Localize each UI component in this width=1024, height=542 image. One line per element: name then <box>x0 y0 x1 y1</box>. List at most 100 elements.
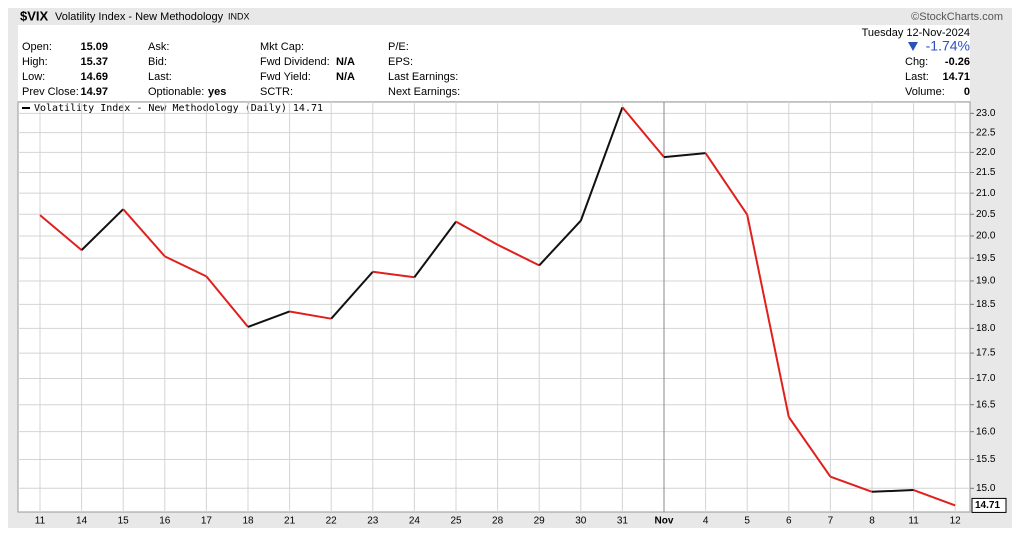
y-tick-label: 15.0 <box>976 483 996 494</box>
x-tick-label: 31 <box>617 516 629 527</box>
last-value-label: 14.71 <box>975 500 1000 511</box>
info-label: Open: <box>22 41 52 53</box>
x-tick-label: 18 <box>242 516 254 527</box>
y-tick-label: 17.5 <box>976 348 996 359</box>
info-label: P/E: <box>388 41 409 53</box>
y-tick-label: 21.0 <box>976 188 996 199</box>
line-segment <box>746 214 790 418</box>
x-tick-label: 29 <box>534 516 546 527</box>
x-tick-label: 12 <box>950 516 962 527</box>
y-tick-label: 16.0 <box>976 426 996 437</box>
info-value: 14.69 <box>80 71 108 83</box>
date: Tuesday 12-Nov-2024 <box>862 27 970 39</box>
y-tick-label: 23.0 <box>976 108 996 119</box>
line-segment <box>330 271 374 320</box>
info-label: Optionable: <box>148 86 204 98</box>
info-label: Last: <box>148 71 172 83</box>
plot-area <box>17 101 971 513</box>
info-label: Fwd Dividend: <box>260 56 330 68</box>
line-segment <box>704 152 749 216</box>
symbol: $VIX <box>20 8 49 23</box>
info-label: Prev Close: <box>22 86 79 98</box>
x-tick-label: Nov <box>655 516 674 527</box>
x-tick-label: 5 <box>744 516 750 527</box>
info-label: SCTR: <box>260 86 293 98</box>
x-tick-label: 8 <box>869 516 875 527</box>
x-tick-label: 30 <box>575 516 587 527</box>
line-segment <box>579 106 624 222</box>
info-label: Volume: <box>905 86 945 98</box>
x-tick-label: 28 <box>492 516 504 527</box>
y-tick-label: 20.0 <box>976 231 996 242</box>
y-tick-label: 19.0 <box>976 276 996 287</box>
info-panel <box>18 25 970 101</box>
info-label: Low: <box>22 71 45 83</box>
info-label: Ask: <box>148 41 169 53</box>
y-tick-label: 16.5 <box>976 399 996 410</box>
info-label: Fwd Yield: <box>260 71 311 83</box>
info-label: EPS: <box>388 56 413 68</box>
info-value: 15.37 <box>80 56 108 68</box>
line-segment <box>497 243 540 267</box>
line-segment <box>830 475 873 493</box>
line-segment <box>787 416 832 478</box>
info-label: Bid: <box>148 56 167 68</box>
x-tick-label: 16 <box>159 516 171 527</box>
info-value: 0 <box>964 86 970 98</box>
down-arrow <box>908 42 918 51</box>
line-segment <box>39 214 83 251</box>
last-value-box <box>971 497 1007 513</box>
source: ©StockCharts.com <box>911 11 1003 23</box>
line-segment <box>372 270 415 279</box>
x-tick-label: 22 <box>326 516 338 527</box>
info-label: Chg: <box>905 56 928 68</box>
x-tick-label: 24 <box>409 516 421 527</box>
y-tick-label: 22.5 <box>976 127 996 138</box>
line-segment <box>913 489 956 507</box>
info-value: yes <box>208 86 226 98</box>
line-segment <box>205 275 249 328</box>
y-tick-label: 19.5 <box>976 253 996 264</box>
info-label: Last: <box>905 71 929 83</box>
line-segment <box>413 221 457 278</box>
line-segment <box>289 310 332 320</box>
y-tick-label: 18.0 <box>976 323 996 334</box>
x-tick-label: 11 <box>908 516 919 527</box>
x-tick-label: 6 <box>786 516 792 527</box>
line-segment <box>538 220 582 267</box>
x-tick-label: 4 <box>703 516 709 527</box>
info-value: 14.97 <box>80 86 108 98</box>
exchange: INDX <box>228 11 250 21</box>
y-tick-label: 22.0 <box>976 147 996 158</box>
line-segment <box>871 489 914 493</box>
x-tick-label: 17 <box>201 516 213 527</box>
x-tick-label: 7 <box>828 516 834 527</box>
y-tick-label: 15.5 <box>976 454 996 465</box>
y-tick-label: 17.0 <box>976 373 996 384</box>
info-label: Mkt Cap: <box>260 41 304 53</box>
line-segment <box>164 255 207 278</box>
y-tick-label: 21.5 <box>976 167 996 178</box>
x-tick-label: 14 <box>76 516 88 527</box>
info-label: High: <box>22 56 48 68</box>
symbol-name: Volatility Index - New Methodology <box>55 11 224 23</box>
x-tick-label: 21 <box>284 516 296 527</box>
legend-last: 14.71 <box>293 103 323 114</box>
change-pct: -1.74% <box>926 38 970 54</box>
info-value: 14.71 <box>942 71 970 83</box>
line-segment <box>621 106 665 158</box>
line-segment <box>455 220 499 246</box>
info-value: N/A <box>336 71 355 83</box>
line-segment <box>122 208 166 258</box>
legend-name: Volatility Index - New Methodology (Dail… <box>34 103 287 114</box>
x-tick-label: 15 <box>118 516 130 527</box>
info-value: 15.09 <box>80 41 108 53</box>
line-segment <box>247 310 290 328</box>
x-tick-label: 11 <box>35 516 46 527</box>
info-value: N/A <box>336 56 355 68</box>
info-label: Last Earnings: <box>388 71 458 83</box>
y-tick-label: 18.5 <box>976 299 996 310</box>
legend-label: Volatility Index - New Methodology (Dail… <box>34 103 323 114</box>
y-tick-label: 20.5 <box>976 209 996 220</box>
